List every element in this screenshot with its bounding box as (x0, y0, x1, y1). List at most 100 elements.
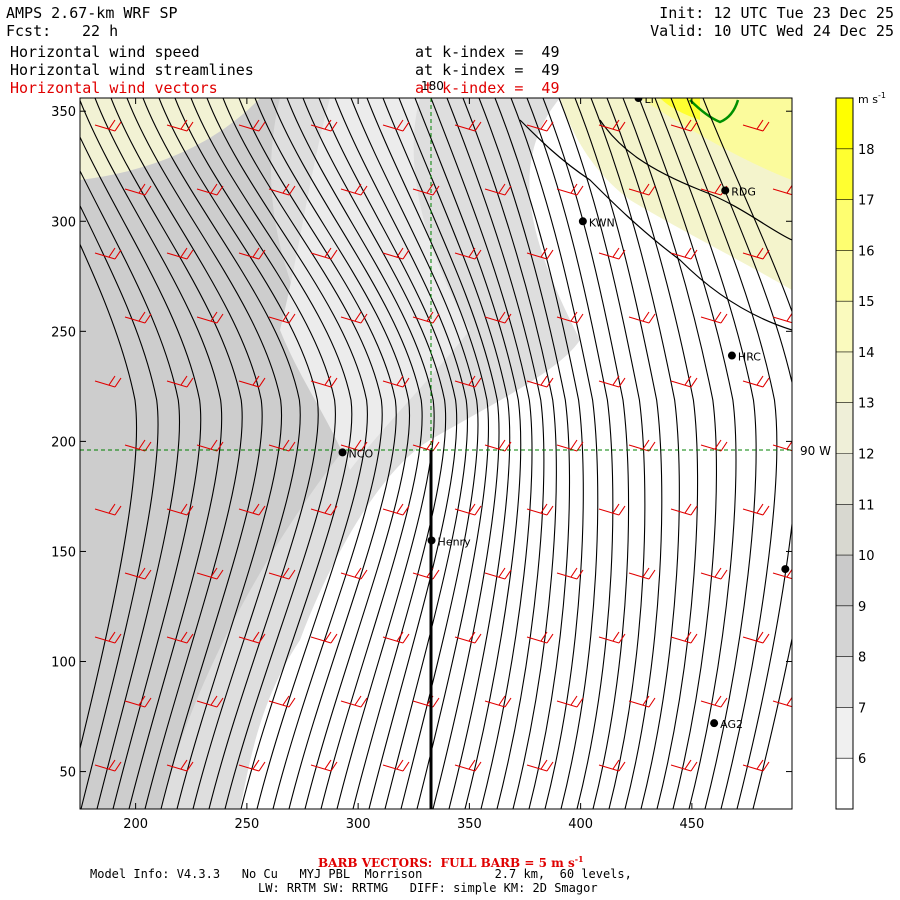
wind-barb (742, 119, 770, 132)
colorbar-unit: m s-1 (858, 91, 886, 106)
wind-barb (526, 503, 554, 516)
wind-barb (382, 759, 410, 772)
wind-barb (124, 183, 152, 196)
streamline (80, 204, 159, 809)
station-marker (338, 448, 347, 457)
x-tick-label: 350 (457, 817, 482, 832)
wind-barb (166, 375, 194, 388)
wind-barb (310, 119, 338, 132)
wind-barb (454, 375, 482, 388)
x-tick-label: 200 (123, 817, 148, 832)
wind-barb (772, 312, 792, 324)
wind-barb (340, 311, 368, 324)
x-tick-label: 450 (679, 817, 704, 832)
wind-barb (598, 503, 626, 516)
streamline (222, 98, 383, 809)
plot-title: AMPS 2.67-km WRF SP (6, 4, 178, 22)
colorbar (836, 98, 853, 810)
streamline (478, 98, 571, 809)
colorbar-label: 16 (858, 244, 875, 259)
streamline (702, 98, 792, 809)
wind-barb (238, 503, 266, 516)
streamline (158, 98, 319, 809)
x-tick-label: 250 (234, 817, 259, 832)
y-tick-label: 150 (51, 545, 76, 560)
physics-info: LW: RRTM SW: RRTMG DIFF: simple KM: 2D S… (258, 881, 598, 895)
streamline (590, 98, 680, 809)
wind-barb (526, 247, 554, 260)
streamline (414, 98, 522, 809)
colorbar-segment (836, 504, 853, 556)
wind-barb (94, 631, 122, 644)
wind-barb (526, 375, 554, 388)
wind-barb (742, 247, 770, 260)
streamline (430, 98, 533, 809)
colorbar-segment (836, 758, 853, 810)
wind-barb (382, 375, 410, 388)
streamline (142, 98, 301, 809)
wind-barb (310, 247, 338, 260)
streamline (254, 98, 411, 809)
model-info: Model Info: V4.3.3 No Cu MYJ PBL Morriso… (90, 867, 632, 881)
wind-barb (484, 567, 512, 580)
wind-barb (598, 247, 626, 260)
wind-barb (772, 568, 792, 580)
streamline (318, 98, 458, 809)
streamline (270, 98, 423, 809)
wind-barb (166, 759, 194, 772)
wind-barb (670, 503, 698, 516)
wind-barb (196, 695, 224, 708)
colorbar-segment (836, 555, 853, 607)
streamline (94, 98, 243, 809)
station-label: NCO (349, 447, 374, 460)
station-marker (710, 719, 719, 728)
wind-barb (700, 311, 728, 324)
streamline (366, 98, 490, 809)
streamline (286, 98, 435, 809)
wind-barb (628, 567, 656, 580)
init-time: Init: 12 UTC Tue 23 Dec 25 (659, 4, 894, 22)
colorbar-label: 7 (858, 701, 866, 716)
wind-barb (454, 631, 482, 644)
y-tick-label: 100 (51, 656, 76, 671)
wind-barb (196, 567, 224, 580)
wind-barb (598, 375, 626, 388)
wind-barb (238, 759, 266, 772)
y-tick-label: 50 (59, 766, 76, 781)
y-tick-label: 300 (51, 215, 76, 230)
forecast-label: Fcst: (6, 22, 52, 40)
wind-barb (310, 759, 338, 772)
wind-barb (742, 503, 770, 516)
y-tick-label: 350 (51, 105, 76, 120)
streamline (174, 98, 336, 809)
station-label: LI (644, 93, 653, 106)
colorbar-segment (836, 605, 853, 658)
wind-barb (94, 119, 122, 132)
barb-note-exp: -1 (574, 854, 584, 864)
colorbar-label: 10 (858, 549, 875, 564)
streamline (110, 98, 263, 809)
wind-barb (454, 503, 482, 516)
streamline (80, 169, 181, 809)
station-label: RDG (731, 185, 756, 198)
wind-barb (628, 311, 656, 324)
streamline (670, 98, 778, 809)
station-label: Henry (438, 535, 472, 548)
streamline (350, 98, 479, 809)
streamline (334, 98, 469, 809)
streamline (686, 98, 792, 809)
wind-barb (556, 695, 584, 708)
x-tick-label: 400 (568, 817, 593, 832)
colorbar-label: 14 (858, 346, 875, 361)
colorbar-label: 15 (858, 295, 875, 310)
streamline (206, 98, 368, 809)
streamline (382, 98, 500, 809)
colorbar-label: 17 (858, 194, 875, 209)
wind-barb (382, 503, 410, 516)
streamline (190, 98, 353, 809)
wind-barb (772, 184, 792, 196)
wind-barb (196, 311, 224, 324)
wind-barb (454, 119, 482, 132)
parallel-label: 90 W (800, 444, 831, 458)
streamline (238, 98, 397, 809)
